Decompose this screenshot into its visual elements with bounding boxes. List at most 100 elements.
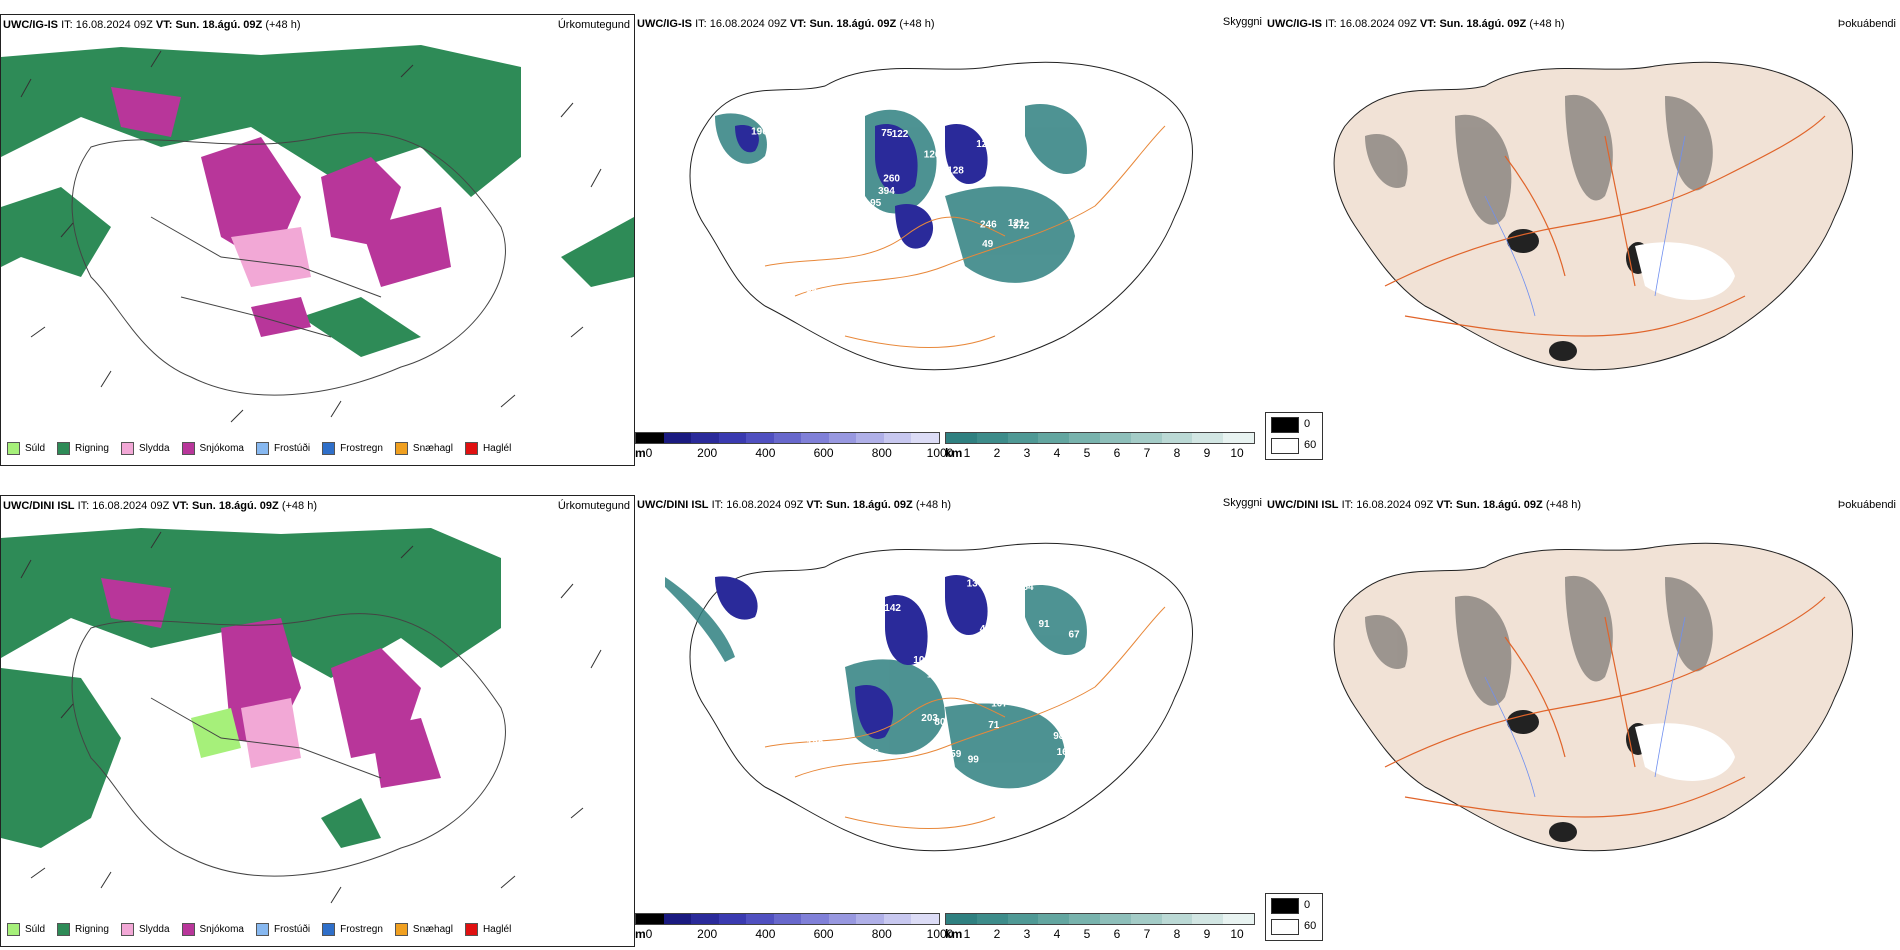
colorbar-segment (1161, 433, 1193, 443)
height-label: 110 (903, 583, 920, 594)
height-label: 394 (878, 186, 895, 197)
tick-label: 4 (1053, 446, 1061, 460)
height-label: 552 (1134, 168, 1151, 179)
height-label: 60 (816, 591, 828, 602)
colorbar-segment (883, 433, 912, 443)
precip-type-map (1, 37, 634, 437)
colorbar-segment (746, 914, 774, 924)
height-unit: m (635, 927, 646, 941)
colorbar-segment (1007, 433, 1039, 443)
colorbar-segment (718, 914, 747, 924)
tick-label: 6 (1113, 446, 1121, 460)
height-label: 33 (1117, 156, 1129, 167)
height-label: 71 (988, 720, 1000, 731)
height-label: 119 (933, 664, 950, 675)
visibility-map: 41 56 69 95 127 64 75 126 70 92 98 101 122 128 372 196 2… (689, 61, 1193, 371)
colorbar-segment (883, 914, 912, 924)
colorbar-segment (1099, 914, 1131, 924)
colorbar-segment (691, 433, 719, 443)
height-colorbar (635, 432, 940, 444)
legend-item: Frostúði (255, 923, 310, 936)
tick-label: 0 (645, 927, 653, 941)
tick-label: 4 (1053, 927, 1061, 941)
legend-swatch (322, 923, 336, 936)
legend-swatch (394, 442, 408, 455)
tick-label: 7 (1143, 446, 1151, 460)
colorbar-segment (663, 433, 692, 443)
legend-item: Súld (7, 442, 45, 455)
panel-header: UWC/DINI ISL IT: 16.08.2024 09Z VT: Sun.… (3, 500, 317, 512)
height-label: 80 (934, 717, 946, 728)
height-label: 164 (783, 647, 800, 658)
legend-item: Slydda (120, 442, 170, 455)
visibility-unit: km (945, 927, 963, 941)
fog-index-map (1333, 61, 1853, 371)
height-unit: m (635, 446, 646, 460)
tick-label: 400 (755, 446, 776, 460)
tick-label: 0 (645, 446, 653, 460)
tick-label: 8 (1173, 446, 1181, 460)
colorbar-segment (1223, 914, 1254, 924)
colorbar-segment (746, 433, 774, 443)
colorbar-segment (773, 914, 802, 924)
tick-label: 7 (1143, 927, 1151, 941)
precip-panel-row1: UWC/IG-IS IT: 16.08.2024 09Z VT: Sun. 18… (0, 14, 635, 466)
height-label: 98 (1053, 731, 1065, 742)
tick-label: 400 (755, 927, 776, 941)
precip-type-map (1, 518, 634, 918)
fog-legend: 0 60 (1265, 893, 1323, 941)
height-label: 70 (759, 247, 771, 258)
height-label: 67 (1069, 629, 1081, 640)
colorbar-segment (1099, 433, 1131, 443)
height-label: 128 (947, 165, 964, 176)
legend-swatch (255, 442, 269, 455)
precip-title: Úrkomutegund (557, 500, 630, 512)
legend-swatch (7, 923, 20, 936)
legend-item: Frostregn (322, 442, 383, 455)
legend-item: Haglél (464, 442, 511, 455)
height-label: 138 (927, 302, 944, 313)
visibility-panel-row2: UWC/DINI ISL IT: 16.08.2024 09Z VT: Sun.… (635, 495, 1270, 947)
visibility-title: Skyggni (1222, 497, 1262, 509)
legend-item: Snjókoma (181, 923, 244, 936)
height-label: 126 (924, 150, 941, 161)
height-label: 49 (982, 239, 994, 250)
colorbar-segment (856, 914, 884, 924)
height-label: 129 (927, 669, 944, 680)
legend-item: Frostúði (255, 442, 310, 455)
fog-panel-row1: UWC/IG-IS IT: 16.08.2024 09Z VT: Sun. 18… (1265, 14, 1900, 466)
legend-swatch (255, 923, 269, 936)
fog-title: Þokuábendi (1837, 499, 1896, 511)
height-label: 176 (862, 748, 879, 759)
colorbar-segment (1161, 914, 1193, 924)
colorbar-segment (718, 433, 747, 443)
visibility-colorbar (945, 913, 1255, 925)
legend-swatch (394, 923, 408, 936)
colorbar-segment (1038, 914, 1070, 924)
height-label: 107 (991, 699, 1008, 710)
fog-title: Þokuábendi (1837, 18, 1896, 30)
height-label: 41 (1088, 290, 1100, 301)
height-label: 159 (945, 749, 962, 760)
tick-label: 9 (1203, 927, 1211, 941)
colorbar-segment (1038, 433, 1070, 443)
height-label: 80 (795, 728, 807, 739)
colorbar-segment (911, 914, 940, 924)
colorbar-segment (1007, 914, 1039, 924)
height-label: 246 (980, 219, 997, 230)
panel-header: UWC/IG-IS IT: 16.08.2024 09Z VT: Sun. 18… (1267, 18, 1565, 30)
panel-header: UWC/IG-IS IT: 16.08.2024 09Z VT: Sun. 18… (637, 18, 935, 30)
fog-legend-low-swatch (1271, 898, 1299, 914)
height-label: 223 (1095, 149, 1112, 160)
height-label: 93 (1009, 639, 1021, 650)
colorbar-segment (636, 914, 664, 924)
height-label: 91 (1039, 619, 1051, 630)
legend-item: Súld (7, 923, 45, 936)
tick-label: 10 (1230, 927, 1244, 941)
colorbar-segment (801, 433, 829, 443)
height-label: 106 (719, 671, 736, 682)
height-label: 113 (784, 164, 801, 175)
colorbar-segment (801, 914, 829, 924)
iceland-outline (689, 61, 1193, 371)
height-label: 53 (754, 700, 766, 711)
